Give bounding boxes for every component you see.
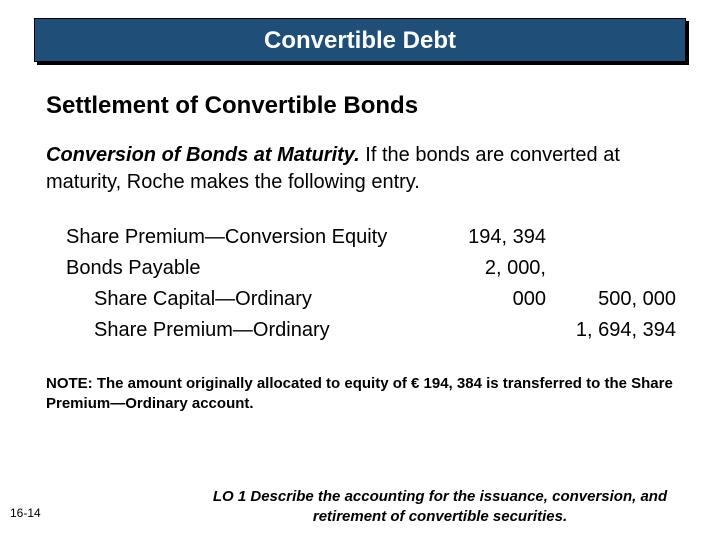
journal-entry-table: Share Premium—Conversion Equity 194, 394… [66, 222, 674, 346]
page-number: 16-14 [10, 506, 41, 520]
title-banner: Convertible Debt [34, 18, 686, 62]
entry-label: Share Capital—Ordinary [66, 284, 312, 315]
debit-amount: 194, 394 [446, 222, 546, 253]
entry-label: Share Premium—Ordinary [66, 315, 330, 346]
learning-objective: LO 1 Describe the accounting for the iss… [200, 487, 680, 526]
credit-amount: 500, 000 [566, 284, 676, 315]
content-area: Settlement of Convertible Bonds Conversi… [46, 92, 674, 415]
table-row: Share Premium—Conversion Equity 194, 394 [66, 222, 674, 253]
table-row: Share Premium—Ordinary 1, 694, 394 [66, 315, 674, 346]
credit-amount: 1, 694, 394 [566, 315, 676, 346]
entry-label: Bonds Payable [66, 253, 201, 284]
lead-phrase: Conversion of Bonds at Maturity. [46, 144, 360, 166]
debit-amount: 2, 000, 000 [446, 253, 546, 315]
slide-title: Convertible Debt [35, 19, 685, 63]
table-row: Share Capital—Ordinary 500, 000 [66, 284, 674, 315]
note-text: NOTE: The amount originally allocated to… [46, 374, 674, 415]
entry-label: Share Premium—Conversion Equity [66, 222, 387, 253]
section-heading: Settlement of Convertible Bonds [46, 92, 674, 120]
table-row: Bonds Payable 2, 000, 000 [66, 253, 674, 284]
body-paragraph: Conversion of Bonds at Maturity. If the … [46, 142, 674, 196]
